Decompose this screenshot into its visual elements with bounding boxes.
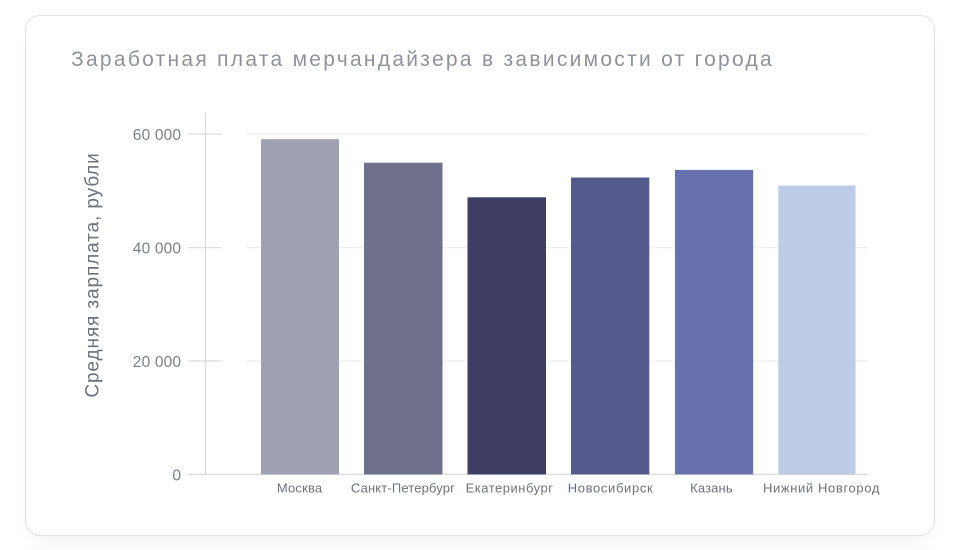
svg-text:Нижний Новгород: Нижний Новгород: [763, 481, 880, 496]
svg-text:Казань: Казань: [690, 481, 733, 496]
svg-text:40 000: 40 000: [133, 241, 182, 258]
svg-text:Новосибирск: Новосибирск: [568, 481, 653, 496]
svg-text:Средняя зарплата, рубли: Средняя зарплата, рубли: [82, 152, 103, 397]
svg-text:Заработная плата мерчандайзера: Заработная плата мерчандайзера в зависим…: [71, 48, 774, 71]
svg-text:Москва: Москва: [277, 481, 323, 496]
svg-text:60 000: 60 000: [133, 127, 182, 144]
svg-text:20 000: 20 000: [133, 354, 182, 371]
svg-text:0: 0: [172, 467, 181, 484]
svg-text:Санкт-Петербург: Санкт-Петербург: [351, 481, 455, 496]
svg-text:Екатеринбург: Екатеринбург: [466, 481, 554, 496]
